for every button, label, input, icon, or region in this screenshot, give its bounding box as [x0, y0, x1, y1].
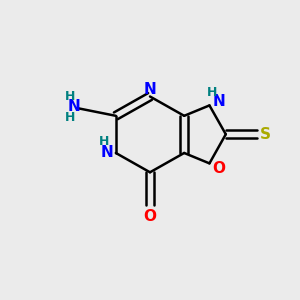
Text: N: N — [101, 146, 113, 160]
Text: S: S — [260, 127, 271, 142]
Text: O: O — [143, 209, 157, 224]
Text: O: O — [212, 161, 225, 176]
Text: N: N — [212, 94, 225, 110]
Text: H: H — [99, 135, 110, 148]
Text: H: H — [65, 90, 76, 103]
Text: N: N — [68, 99, 80, 114]
Text: N: N — [144, 82, 156, 98]
Text: H: H — [207, 85, 218, 98]
Text: H: H — [65, 111, 76, 124]
